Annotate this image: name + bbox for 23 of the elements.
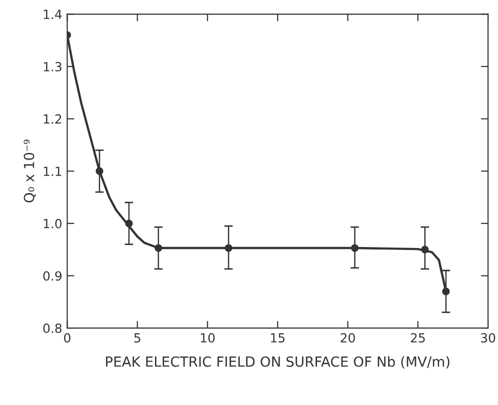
- x-tick-label: 0: [64, 333, 70, 343]
- y-tick-label: 1.2: [44, 114, 62, 124]
- point: [350, 244, 359, 252]
- y-tick-label: 1.3: [44, 62, 62, 72]
- y-tick-label: 0.9: [43, 271, 62, 281]
- point: [224, 244, 232, 252]
- point: [96, 167, 104, 175]
- point: [154, 244, 162, 252]
- point: [421, 246, 429, 254]
- y-tick-label: 1.4: [44, 10, 62, 19]
- x-tick-label: 20: [340, 333, 355, 343]
- y-axis-title: Q₀ x 10⁻⁹: [24, 140, 36, 202]
- x-tick-label: 30: [481, 333, 496, 343]
- x-tick-label: 25: [410, 333, 425, 343]
- point: [125, 220, 133, 228]
- x-tick-label: 5: [134, 333, 140, 343]
- y-tick-label: 0.8: [43, 324, 62, 333]
- x-tick-label: 10: [200, 333, 215, 343]
- y-tick-label: 1.0: [44, 218, 62, 228]
- x-axis-title: PEAK ELECTRIC FIELD ON SURFACE OF Nb (MV/m): [106, 356, 450, 369]
- x-tick-label: 15: [271, 333, 284, 343]
- point: [442, 288, 450, 296]
- y-tick-label: 1.1: [44, 166, 62, 176]
